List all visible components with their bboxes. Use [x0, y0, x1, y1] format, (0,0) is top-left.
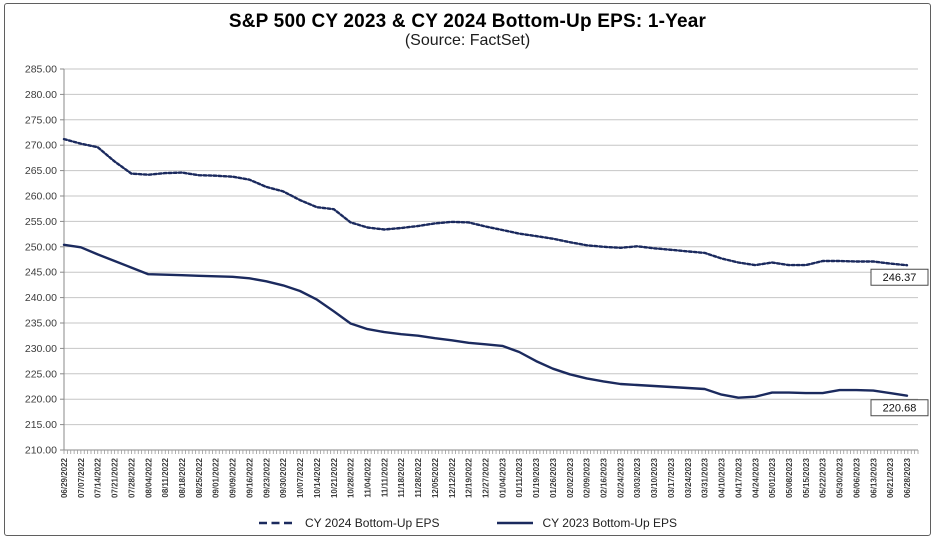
- y-tick-label: 220.00: [25, 394, 57, 406]
- y-tick-label: 215.00: [25, 419, 57, 431]
- legend-label-cy2024: CY 2024 Bottom-Up EPS: [304, 516, 440, 530]
- x-tick-label: 02/24/2023: [616, 457, 625, 498]
- dashed-line-sample: [258, 521, 295, 525]
- x-tick-label: 10/28/2022: [347, 457, 356, 498]
- x-tick-label: 03/10/2023: [650, 457, 659, 498]
- x-tick-label: 03/31/2023: [701, 457, 710, 498]
- x-tick-label: 05/01/2023: [768, 457, 777, 498]
- y-tick-label: 235.00: [25, 318, 57, 330]
- x-tick-label: 04/17/2023: [734, 457, 743, 498]
- x-tick-label: 10/21/2022: [330, 457, 339, 498]
- x-tick-label: 10/14/2022: [313, 457, 322, 498]
- x-tick-label: 07/14/2022: [94, 457, 103, 498]
- y-tick-label: 240.00: [25, 292, 57, 304]
- x-tick-label: 06/13/2023: [869, 457, 878, 498]
- y-tick-label: 270.00: [25, 140, 57, 152]
- series-line-cy2024: [62, 137, 909, 267]
- x-tick-label: 03/03/2023: [633, 457, 642, 498]
- x-tick-label: 06/06/2023: [852, 457, 861, 498]
- x-tick-label: 12/27/2022: [482, 457, 491, 498]
- x-tick-label: 02/16/2023: [600, 457, 609, 498]
- x-tick-label: 08/18/2022: [178, 457, 187, 498]
- x-tick-label: 04/10/2023: [718, 457, 727, 498]
- x-tick-label: 05/08/2023: [785, 457, 794, 498]
- x-tick-label: 07/21/2022: [111, 457, 120, 498]
- end-label-value-cy2023: 220.68: [883, 403, 917, 415]
- x-tick-label: 12/05/2022: [431, 457, 440, 498]
- y-tick-label: 230.00: [25, 343, 57, 355]
- x-tick-label: 10/07/2022: [296, 457, 305, 498]
- x-tick-label: 02/02/2023: [566, 457, 575, 498]
- y-tick-label: 260.00: [25, 191, 57, 203]
- x-tick-label: 08/11/2022: [161, 457, 170, 497]
- end-label-box-cy2024: [870, 268, 929, 286]
- x-tick-label: 09/01/2022: [212, 457, 221, 498]
- x-tick-label: 11/04/2022: [363, 457, 372, 497]
- end-label-value-cy2024: 246.37: [883, 272, 917, 284]
- y-tick-label: 225.00: [25, 368, 57, 380]
- x-tick-label: 11/28/2022: [414, 457, 423, 497]
- legend-item-cy2024: CY 2024 Bottom-Up EPS: [258, 516, 440, 530]
- x-tick-label: 06/21/2023: [886, 457, 895, 498]
- end-label-box-cy2023: [870, 399, 929, 417]
- x-tick-label: 12/12/2022: [448, 457, 457, 498]
- x-tick-label: 01/11/2023: [515, 457, 524, 497]
- y-tick-label: 210.00: [25, 445, 57, 457]
- x-tick-label: 09/09/2022: [229, 457, 238, 498]
- y-tick-label: 275.00: [25, 114, 57, 126]
- x-tick-label: 05/30/2023: [836, 457, 845, 498]
- x-tick-label: 06/28/2023: [903, 457, 912, 498]
- chart-frame: S&P 500 CY 2023 & CY 2024 Bottom-Up EPS:…: [4, 3, 931, 536]
- x-tick-label: 04/24/2023: [751, 457, 760, 498]
- x-tick-label: 01/04/2023: [498, 457, 507, 498]
- chart-title: S&P 500 CY 2023 & CY 2024 Bottom-Up EPS:…: [228, 11, 707, 32]
- y-tick-label: 285.00: [25, 64, 57, 76]
- x-tick-label: 09/16/2022: [245, 457, 254, 498]
- x-tick-label: 02/09/2023: [583, 457, 592, 498]
- x-tick-label: 01/26/2023: [549, 457, 558, 498]
- y-tick-label: 265.00: [25, 165, 57, 177]
- x-tick-label: 07/28/2022: [127, 457, 136, 498]
- x-tick-label: 05/22/2023: [819, 457, 828, 498]
- x-tick-label: 12/19/2022: [465, 457, 474, 498]
- x-tick-label: 08/25/2022: [195, 457, 204, 498]
- x-tick-label: 07/07/2022: [77, 457, 86, 498]
- legend-label-cy2023: CY 2023 Bottom-Up EPS: [542, 516, 678, 530]
- x-tick-label: 11/11/2022: [380, 457, 389, 497]
- plot-area: 210.00 215.00 220.00 225.00 230.00 235.00 240.…: [25, 64, 929, 498]
- y-tick-label: 255.00: [25, 216, 57, 228]
- x-tick-label: 09/23/2022: [262, 457, 271, 498]
- legend: CY 2024 Bottom-Up EPS CY 2023 Bottom-Up …: [5, 516, 930, 530]
- y-tick-label: 250.00: [25, 241, 57, 253]
- chart-subtitle: (Source: FactSet): [404, 32, 531, 49]
- x-tick-label: 03/24/2023: [684, 457, 693, 498]
- solid-line-sample: [496, 521, 533, 525]
- x-tick-label: 08/04/2022: [144, 457, 153, 498]
- x-tick-label: 05/15/2023: [802, 457, 811, 498]
- series-line-cy2023: [62, 243, 909, 399]
- legend-item-cy2023: CY 2023 Bottom-Up EPS: [496, 516, 678, 530]
- x-tick-label: 01/19/2023: [532, 457, 541, 498]
- x-tick-label: 11/18/2022: [397, 457, 406, 497]
- x-tick-label: 09/30/2022: [279, 457, 288, 498]
- x-tick-label: 03/17/2023: [667, 457, 676, 498]
- y-tick-label: 245.00: [25, 267, 57, 279]
- x-tick-label: 06/29/2022: [60, 457, 69, 498]
- y-tick-label: 280.00: [25, 89, 57, 101]
